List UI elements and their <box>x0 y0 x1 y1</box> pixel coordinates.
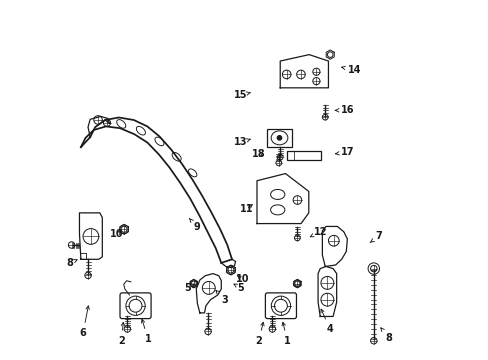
Text: 11: 11 <box>239 204 252 214</box>
Text: 14: 14 <box>341 65 361 75</box>
Text: 2: 2 <box>255 322 264 346</box>
Text: 10: 10 <box>236 274 249 284</box>
Text: 5: 5 <box>233 283 244 293</box>
Text: 5: 5 <box>183 283 194 293</box>
Circle shape <box>277 136 281 140</box>
Text: 1: 1 <box>282 322 290 346</box>
Text: 1: 1 <box>141 319 151 344</box>
Text: 7: 7 <box>369 231 381 243</box>
Text: 8: 8 <box>66 258 77 268</box>
Text: 15: 15 <box>234 90 250 100</box>
Text: 9: 9 <box>189 219 200 232</box>
Text: 2: 2 <box>118 322 124 346</box>
Text: 8: 8 <box>380 328 392 343</box>
Bar <box>287 151 321 160</box>
Text: 18: 18 <box>251 149 265 159</box>
Text: 6: 6 <box>80 306 89 338</box>
Text: 3: 3 <box>216 291 228 305</box>
Text: 17: 17 <box>335 147 354 157</box>
Bar <box>266 129 292 147</box>
Text: 13: 13 <box>234 138 250 148</box>
Text: 4: 4 <box>320 309 333 334</box>
Text: 16: 16 <box>335 105 354 115</box>
Text: 12: 12 <box>310 227 326 237</box>
Text: 10: 10 <box>110 229 123 239</box>
